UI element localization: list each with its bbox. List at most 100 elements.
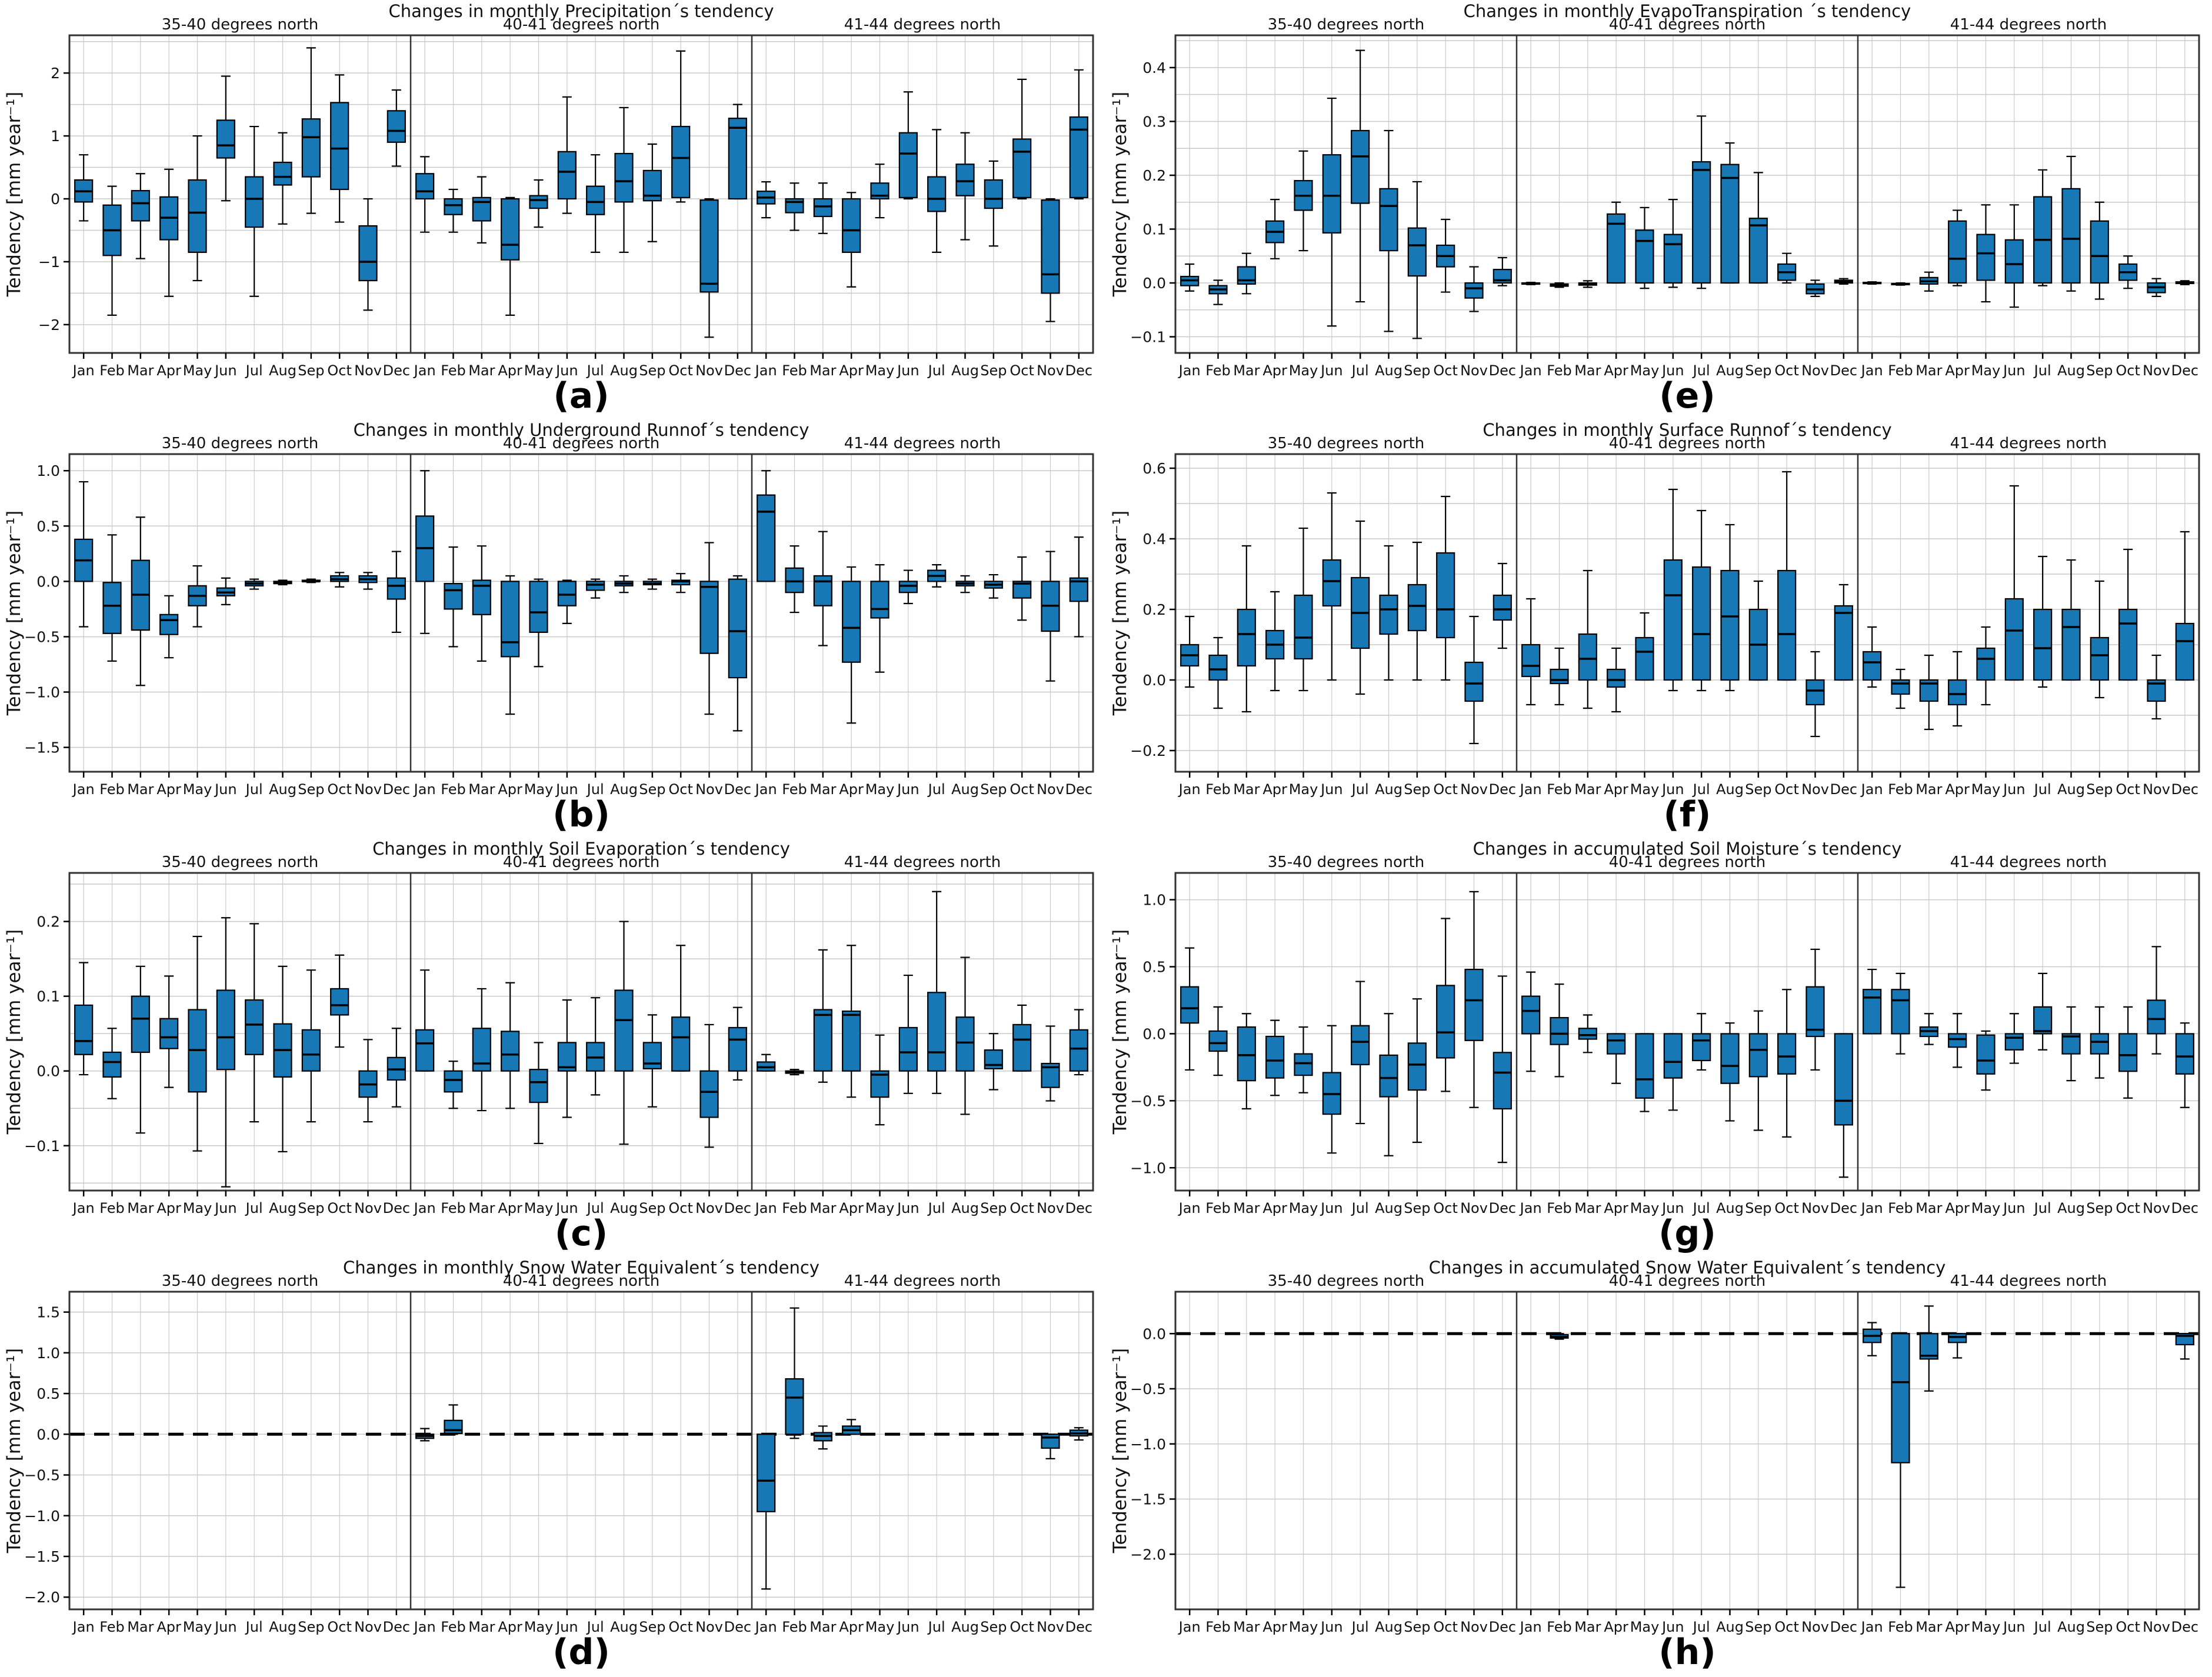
svg-text:Nov: Nov (1801, 781, 1829, 798)
boxplot-chart-evapotranspiration: 35-40 degrees north 40-41 degrees north 41… (1110, 16, 2200, 379)
svg-text:Apr: Apr (1945, 781, 1970, 798)
chart-title: Changes in monthly Precipitation´s tende… (388, 1, 774, 21)
svg-text:−0.2: −0.2 (1130, 742, 1166, 759)
svg-text:Sep: Sep (1745, 1619, 1771, 1635)
svg-text:35-40 degrees north: 35-40 degrees north (162, 435, 319, 452)
svg-text:Jul: Jul (245, 1200, 263, 1216)
svg-text:Nov: Nov (1460, 1619, 1488, 1635)
svg-text:Jul: Jul (1351, 1619, 1369, 1635)
svg-text:40-41 degrees north: 40-41 degrees north (503, 16, 660, 34)
svg-text:Jul: Jul (1351, 781, 1369, 798)
svg-text:Aug: Aug (2057, 362, 2085, 379)
svg-text:Jul: Jul (1692, 362, 1710, 379)
svg-text:0.5: 0.5 (36, 518, 60, 535)
svg-text:Sep: Sep (1745, 781, 1771, 798)
svg-text:May: May (865, 1200, 895, 1216)
svg-text:Jan: Jan (1178, 781, 1201, 798)
svg-text:Tendency [mm year⁻¹]: Tendency [mm year⁻¹] (4, 92, 25, 297)
svg-text:May: May (865, 362, 895, 379)
svg-text:Jun: Jun (214, 781, 237, 798)
svg-text:Tendency [mm year⁻¹]: Tendency [mm year⁻¹] (1110, 929, 1131, 1135)
svg-text:−0.5: −0.5 (24, 628, 60, 645)
svg-text:Nov: Nov (1037, 781, 1064, 798)
svg-text:Feb: Feb (99, 1619, 125, 1635)
svg-text:Oct: Oct (668, 1619, 693, 1635)
svg-text:Jan: Jan (72, 362, 95, 379)
svg-text:Mar: Mar (127, 1619, 154, 1635)
svg-text:Jun: Jun (2002, 1200, 2026, 1216)
svg-text:Jul: Jul (1692, 1200, 1710, 1216)
svg-text:Tendency [mm year⁻¹]: Tendency [mm year⁻¹] (4, 511, 25, 716)
svg-text:Aug: Aug (610, 362, 638, 379)
svg-text:Mar: Mar (1574, 781, 1601, 798)
svg-text:41-44 degrees north: 41-44 degrees north (1950, 435, 2107, 452)
svg-text:Sep: Sep (2086, 1619, 2113, 1635)
svg-text:Jan: Jan (1519, 1200, 1542, 1216)
svg-text:Sep: Sep (1745, 1200, 1771, 1216)
svg-text:35-40 degrees north: 35-40 degrees north (162, 16, 319, 34)
svg-text:0.0: 0.0 (36, 1063, 60, 1080)
svg-text:Dec: Dec (1489, 1200, 1516, 1216)
svg-text:0.0: 0.0 (1142, 672, 1166, 689)
svg-text:Dec: Dec (383, 781, 410, 798)
svg-text:Dec: Dec (1489, 1619, 1516, 1635)
svg-text:Nov: Nov (695, 781, 723, 798)
svg-text:Nov: Nov (354, 1200, 382, 1216)
svg-text:Oct: Oct (327, 362, 352, 379)
svg-text:0.2: 0.2 (1142, 601, 1166, 618)
svg-text:41-44 degrees north: 41-44 degrees north (1950, 1272, 2107, 1290)
svg-text:Mar: Mar (468, 1200, 495, 1216)
svg-text:Feb: Feb (1205, 1200, 1231, 1216)
svg-text:−2.0: −2.0 (1130, 1546, 1166, 1563)
svg-text:Nov: Nov (1801, 1619, 1829, 1635)
svg-text:Jan: Jan (72, 1619, 95, 1635)
svg-text:Nov: Nov (354, 1619, 382, 1635)
svg-text:0.0: 0.0 (1142, 1325, 1166, 1342)
svg-text:May: May (183, 1200, 212, 1216)
svg-text:Tendency [mm year⁻¹]: Tendency [mm year⁻¹] (4, 1348, 25, 1553)
svg-text:Sep: Sep (980, 1200, 1007, 1216)
svg-text:Feb: Feb (441, 781, 466, 798)
svg-text:Mar: Mar (127, 362, 154, 379)
svg-text:Feb: Feb (1888, 1619, 1913, 1635)
svg-text:Nov: Nov (1801, 362, 1829, 379)
boxplot-chart-soil-moisture: 35-40 degrees north 40-41 degrees north 41… (1110, 853, 2200, 1216)
svg-text:Dec: Dec (1065, 362, 1092, 379)
svg-text:40-41 degrees north: 40-41 degrees north (503, 435, 660, 452)
svg-text:Aug: Aug (610, 781, 638, 798)
svg-text:May: May (1289, 1619, 1318, 1635)
chart-title: Changes in monthly Soil Evaporation´s te… (372, 839, 790, 859)
svg-text:41-44 degrees north: 41-44 degrees north (1950, 853, 2107, 871)
svg-text:−1.0: −1.0 (1130, 1436, 1166, 1453)
svg-text:40-41 degrees north: 40-41 degrees north (1609, 1272, 1766, 1290)
svg-text:40-41 degrees north: 40-41 degrees north (1609, 16, 1766, 34)
svg-text:Apr: Apr (156, 1200, 181, 1216)
svg-text:−0.5: −0.5 (1130, 1381, 1166, 1398)
svg-text:Jul: Jul (2033, 781, 2051, 798)
panel-letter: (f) (1663, 794, 1711, 835)
svg-text:Jun: Jun (896, 1200, 920, 1216)
svg-text:May: May (1971, 1200, 2001, 1216)
panel-letter: (h) (1658, 1632, 1716, 1673)
svg-text:1.0: 1.0 (36, 1345, 60, 1362)
svg-text:35-40 degrees north: 35-40 degrees north (162, 1272, 319, 1290)
svg-text:Apr: Apr (839, 781, 864, 798)
svg-text:Apr: Apr (839, 362, 864, 379)
svg-text:Apr: Apr (1262, 1200, 1287, 1216)
svg-text:Oct: Oct (1010, 1200, 1034, 1216)
svg-text:Nov: Nov (695, 1200, 723, 1216)
panel-f: 35-40 degrees north 40-41 degrees north 41… (1106, 419, 2212, 838)
svg-text:Oct: Oct (1010, 781, 1034, 798)
svg-text:Apr: Apr (156, 362, 181, 379)
svg-text:May: May (1630, 1200, 1660, 1216)
svg-text:Mar: Mar (468, 781, 495, 798)
svg-text:−1.0: −1.0 (24, 1508, 60, 1525)
svg-text:Jul: Jul (245, 781, 263, 798)
svg-text:Sep: Sep (298, 781, 324, 798)
svg-text:1.0: 1.0 (36, 462, 60, 479)
boxplot-chart-underground-runoff: 35-40 degrees north 40-41 degrees north 41… (4, 435, 1094, 798)
svg-text:May: May (183, 1619, 212, 1635)
svg-text:Jan: Jan (1178, 362, 1201, 379)
svg-text:Sep: Sep (298, 1619, 324, 1635)
svg-text:0.4: 0.4 (1142, 59, 1166, 76)
